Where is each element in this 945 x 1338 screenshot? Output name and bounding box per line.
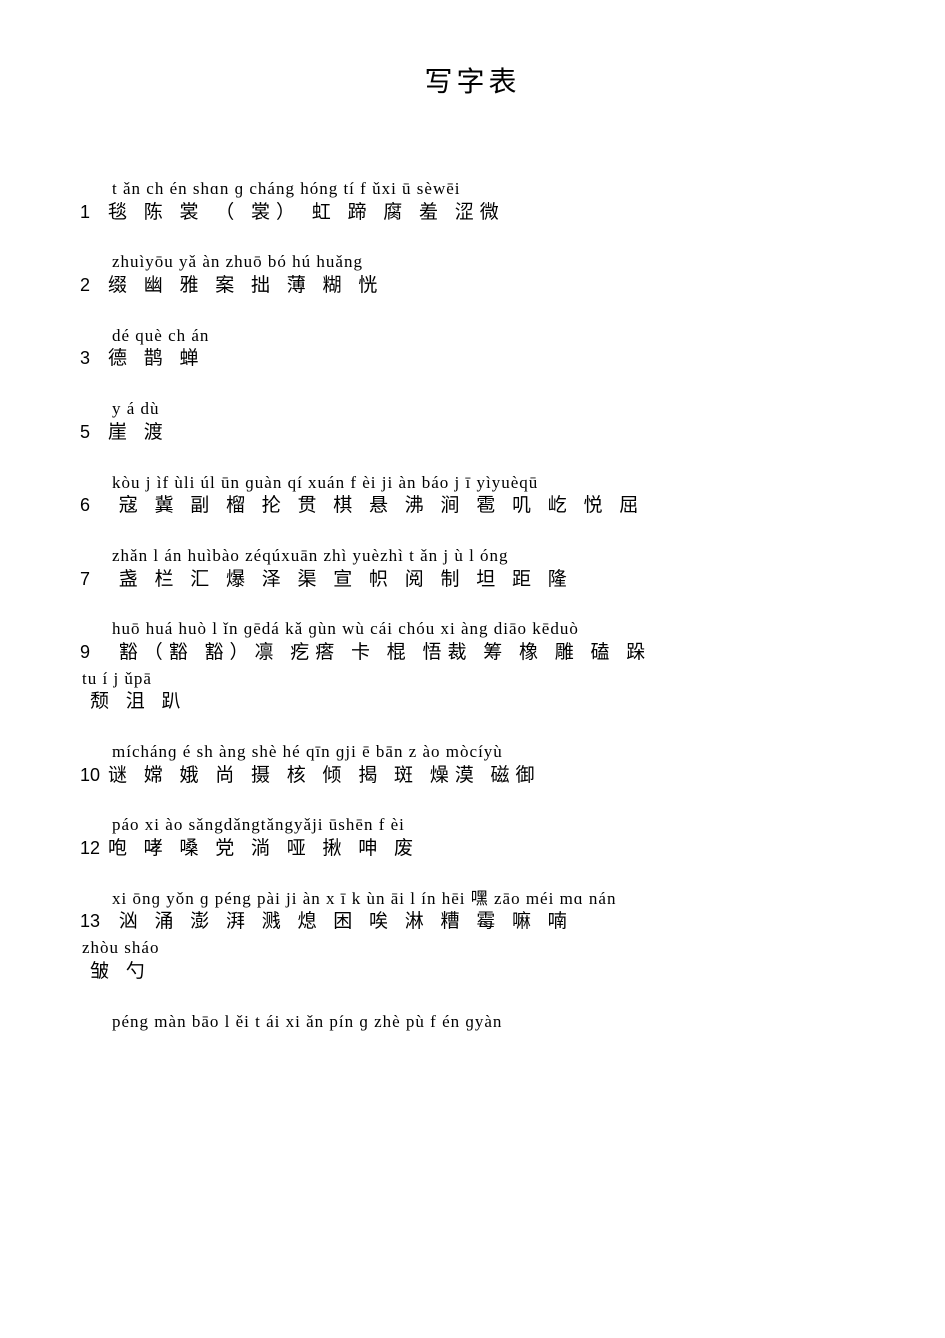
pinyin-line: zhuìyōu yǎ àn zhuō bó hú huǎng [80,253,865,272]
characters: 寇 冀 副 榴 抡 贯 棋 悬 沸 涧 雹 叽 屹 悦 屈 [108,495,644,516]
row-number: 6 [80,494,108,517]
character-line: 12咆 哮 嗓 党 淌 哑 揪 呻 废 [80,837,865,862]
entry-row: zhǎn l án huìbào zéqúxuān zhì yuèzhì t ǎ… [80,547,865,592]
pinyin-line: dé què ch án [80,327,865,346]
pinyin-line: péng màn bāo l ěi t ái xi ǎn pín ɡ zhè p… [80,1013,865,1032]
bottom-fragment: péng màn bāo l ěi t ái xi ǎn pín ɡ zhè p… [80,1013,865,1032]
pinyin-line: kòu j ìf ùli úl ūn ɡuàn qí xuán f èi ji … [80,474,865,493]
character-line: 5崖 渡 [80,421,865,446]
character-line: 3德 鹊 蝉 [80,347,865,372]
row-number: 7 [80,568,108,591]
entry-row: xi ōnɡ yǒn ɡ péng pài ji àn x ī k ùn āi … [80,890,865,985]
characters: 汹 涌 澎 湃 溅 熄 困 唉 淋 糟 霉 嘛 喃 [108,911,573,932]
row-number: 10 [80,764,108,787]
row-number: 5 [80,421,108,444]
row-number: 3 [80,347,108,370]
pinyin-line: páo xi ào sǎngdǎngtǎngyǎji ūshēn f èi [80,816,865,835]
entry-row: míchánɡ é sh àng shè hé qīn ɡji ē bān z … [80,743,865,788]
character-line: 6 寇 冀 副 榴 抡 贯 棋 悬 沸 涧 雹 叽 屹 悦 屈 [80,494,865,519]
characters: 颓 沮 趴 [90,691,187,712]
continuation: zhòu sháo 皱 勺 [80,939,865,984]
entry-row: zhuìyōu yǎ àn zhuō bó hú huǎng 2缀 幽 雅 案 拙… [80,253,865,298]
characters: 咆 哮 嗓 党 淌 哑 揪 呻 废 [108,838,419,859]
entry-row: kòu j ìf ùli úl ūn ɡuàn qí xuán f èi ji … [80,474,865,519]
characters: 盏 栏 汇 爆 泽 渠 宣 帜 阅 制 坦 距 隆 [108,569,573,590]
pinyin-line: t ǎn ch én shɑn ɡ cháng hóng tí f ǔxi ū … [80,180,865,199]
character-table: t ǎn ch én shɑn ɡ cháng hóng tí f ǔxi ū … [80,180,865,985]
character-line: 2缀 幽 雅 案 拙 薄 糊 恍 [80,274,865,299]
characters: 谜 嫦 娥 尚 摄 核 倾 揭 斑 燥漠 磁御 [108,765,541,786]
entry-row: dé què ch án3德 鹊 蝉 [80,327,865,372]
row-number: 12 [80,837,108,860]
character-line: 10谜 嫦 娥 尚 摄 核 倾 揭 斑 燥漠 磁御 [80,764,865,789]
entry-row: t ǎn ch én shɑn ɡ cháng hóng tí f ǔxi ū … [80,180,865,225]
character-line: 1毯 陈 裳 （ 裳） 虹 蹄 腐 羞 涩微 [80,201,865,226]
pinyin-line: míchánɡ é sh àng shè hé qīn ɡji ē bān z … [80,743,865,762]
characters: 皱 勺 [90,961,151,982]
entry-row: huō huá huò l ǐn ɡēdá kǎ ɡùn wù cái chóu… [80,620,865,715]
entry-row: páo xi ào sǎngdǎngtǎngyǎji ūshēn f èi 12咆… [80,816,865,861]
characters: 崖 渡 [108,422,169,443]
pinyin-line: huō huá huò l ǐn ɡēdá kǎ ɡùn wù cái chóu… [80,620,865,639]
character-line: 7 盏 栏 汇 爆 泽 渠 宣 帜 阅 制 坦 距 隆 [80,568,865,593]
row-number: 9 [80,641,108,664]
characters: 豁（豁 豁）凛 疙瘩 卡 棍 悟裁 筹 橡 雕 磕 跺 [108,642,651,663]
character-line: 颓 沮 趴 [80,690,865,715]
character-line: 皱 勺 [80,960,865,985]
pinyin-line: zhǎn l án huìbào zéqúxuān zhì yuèzhì t ǎ… [80,547,865,566]
row-number: 1 [80,201,108,224]
pinyin-line: xi ōnɡ yǒn ɡ péng pài ji àn x ī k ùn āi … [80,890,865,909]
row-number: 2 [80,274,108,297]
character-line: 9 豁（豁 豁）凛 疙瘩 卡 棍 悟裁 筹 橡 雕 磕 跺 [80,641,865,666]
characters: 德 鹊 蝉 [108,348,205,369]
character-line: 13 汹 涌 澎 湃 溅 熄 困 唉 淋 糟 霉 嘛 喃 [80,910,865,935]
pinyin-line: zhòu sháo [80,939,865,958]
page-title: 写字表 [80,60,865,100]
continuation: tu í j ǔpā 颓 沮 趴 [80,670,865,715]
pinyin-line: tu í j ǔpā [80,670,865,689]
pinyin-line: y á dù [80,400,865,419]
row-number: 13 [80,910,108,933]
characters: 毯 陈 裳 （ 裳） 虹 蹄 腐 羞 涩微 [108,202,505,223]
characters: 缀 幽 雅 案 拙 薄 糊 恍 [108,275,383,296]
entry-row: y á dù 5崖 渡 [80,400,865,445]
